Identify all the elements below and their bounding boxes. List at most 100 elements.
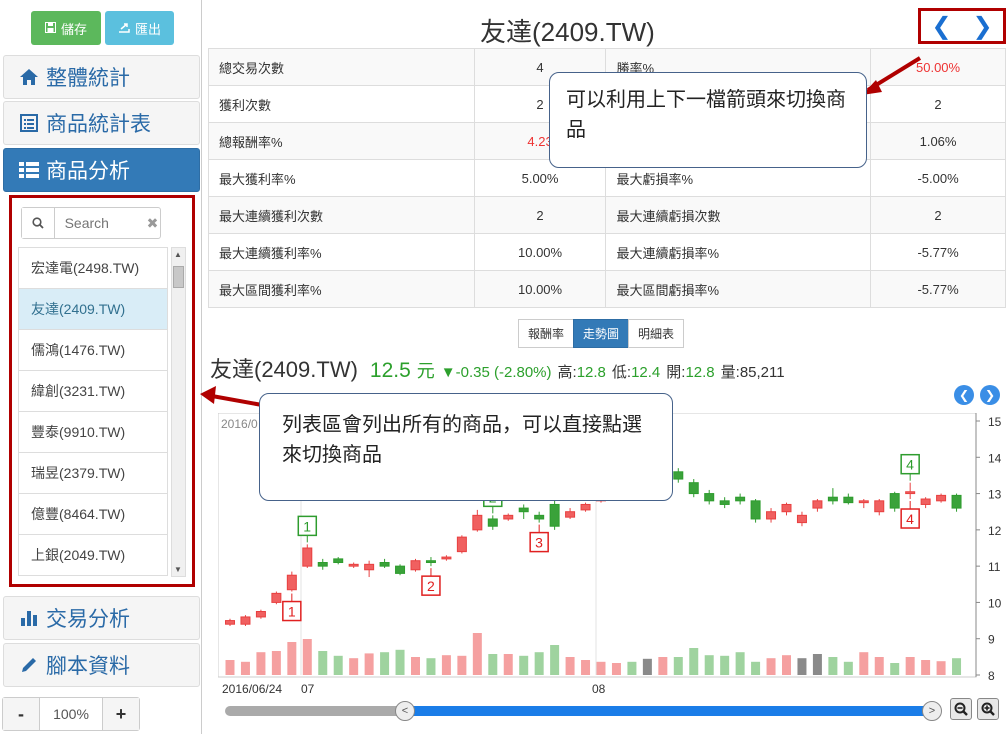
signal-box bbox=[900, 508, 920, 529]
list-item[interactable]: 緯創(3231.TW) bbox=[18, 371, 168, 412]
volume-bar bbox=[271, 651, 281, 675]
zoom-control: - 100% + bbox=[2, 697, 140, 731]
volume-bar bbox=[550, 645, 560, 675]
list-item[interactable]: 億豐(8464.TW) bbox=[18, 494, 168, 535]
candle-body bbox=[487, 518, 498, 527]
candle-body bbox=[225, 620, 235, 625]
menu-product-table[interactable]: 商品統計表 bbox=[3, 101, 200, 145]
menu-product-analysis[interactable]: 商品分析 bbox=[3, 148, 200, 192]
menu-script-data[interactable]: 腳本資料 bbox=[3, 643, 200, 687]
save-button[interactable]: 儲存 bbox=[31, 11, 101, 45]
tab-return[interactable]: 報酬率 bbox=[518, 319, 575, 348]
volume-bar bbox=[472, 633, 482, 675]
candle-body bbox=[456, 536, 467, 553]
list-item[interactable]: 瑞昱(2379.TW) bbox=[18, 453, 168, 494]
stat-label: 最大連續獲利次數 bbox=[208, 196, 475, 234]
signal-box bbox=[297, 515, 318, 537]
candle-body bbox=[843, 496, 854, 504]
slider-track-inactive bbox=[225, 706, 405, 716]
chart-next-icon[interactable]: ❯ bbox=[980, 385, 1000, 405]
candle-body bbox=[673, 471, 684, 480]
stat-label: 總報酬率% bbox=[208, 122, 475, 160]
volume-bar bbox=[611, 663, 621, 675]
list-scrollbar[interactable]: ▲ ▼ bbox=[171, 247, 186, 577]
stat-label: 最大區間獲利率% bbox=[208, 270, 475, 308]
volume-bar bbox=[812, 654, 822, 675]
volume-bar bbox=[441, 655, 451, 675]
candle-body bbox=[518, 507, 529, 513]
menu-trade-analysis[interactable]: 交易分析 bbox=[3, 596, 200, 640]
export-button[interactable]: 匯出 bbox=[105, 11, 174, 45]
list-item[interactable]: 友達(2409.TW) bbox=[18, 289, 168, 330]
candle-body bbox=[750, 500, 761, 520]
list-item[interactable]: 宏達電(2498.TW) bbox=[18, 248, 168, 289]
volume-bar bbox=[395, 649, 405, 675]
candle-body bbox=[302, 547, 313, 567]
candle-body bbox=[936, 494, 947, 502]
tab-detail[interactable]: 明細表 bbox=[628, 319, 685, 348]
volume-bar bbox=[596, 661, 606, 675]
arrow-line bbox=[211, 394, 263, 407]
stats-row: 最大連續獲利次數 2 最大連續虧損次數 2 bbox=[208, 196, 1006, 234]
zoom-out-button[interactable]: - bbox=[3, 698, 39, 730]
volume-bar bbox=[318, 651, 328, 675]
scroll-up-icon[interactable]: ▲ bbox=[174, 250, 182, 259]
home-icon bbox=[18, 68, 40, 86]
stat-value: 50.00% bbox=[870, 48, 1006, 86]
candle-body bbox=[920, 498, 931, 505]
candle-body bbox=[395, 565, 406, 574]
candle-body bbox=[364, 563, 375, 571]
prev-product-icon[interactable]: ❮ bbox=[931, 12, 952, 40]
quote-bar: 友達(2409.TW) 12.5 元 ▼-0.35 (-2.80%) 高:12.… bbox=[210, 352, 785, 384]
slider-track-active bbox=[405, 706, 933, 716]
list-item[interactable]: 儒鴻(1476.TW) bbox=[18, 330, 168, 371]
candle-body bbox=[549, 503, 560, 527]
zoom-in-button[interactable]: + bbox=[103, 698, 139, 730]
next-product-icon[interactable]: ❯ bbox=[972, 12, 993, 40]
candle-body bbox=[688, 482, 699, 495]
candle-body bbox=[317, 562, 328, 567]
volume-bar bbox=[287, 642, 297, 675]
candle-body bbox=[472, 514, 483, 531]
scroll-thumb[interactable] bbox=[173, 266, 184, 288]
slider-left-handle-icon[interactable]: < bbox=[395, 701, 415, 721]
chart-date-label: 2016/0 bbox=[221, 417, 258, 431]
search-box: ✖ bbox=[21, 207, 161, 239]
x-tick-label: 08 bbox=[592, 682, 606, 696]
quote-name: 友達(2409.TW) bbox=[210, 357, 358, 382]
slider-right-handle-icon[interactable]: > bbox=[922, 701, 942, 721]
signal-box bbox=[421, 575, 441, 596]
volume-bar bbox=[766, 658, 776, 675]
quote-change: ▼-0.35 (-2.80%) bbox=[440, 364, 552, 381]
candle-body bbox=[333, 558, 344, 564]
candle-body bbox=[766, 511, 777, 520]
scroll-down-icon[interactable]: ▼ bbox=[174, 565, 182, 574]
volume-bar bbox=[751, 661, 761, 675]
candle-body bbox=[781, 503, 792, 513]
signal-label: 1 bbox=[288, 604, 296, 620]
stat-value: 2 bbox=[870, 85, 1006, 123]
volume-bar bbox=[921, 660, 931, 675]
floppy-icon bbox=[44, 21, 56, 36]
clear-icon[interactable]: ✖ bbox=[146, 214, 159, 231]
list-item[interactable]: 上銀(2049.TW) bbox=[18, 535, 168, 576]
candle-body bbox=[441, 556, 452, 560]
candle-body bbox=[874, 500, 885, 513]
zoom-out-chart-icon[interactable] bbox=[950, 698, 972, 720]
menu-overall-stats[interactable]: 整體統計 bbox=[3, 55, 200, 99]
stat-value: 2 bbox=[473, 196, 607, 234]
stat-label: 最大獲利率% bbox=[208, 159, 475, 197]
y-tick-label: 11 bbox=[988, 560, 1001, 574]
volume-bar bbox=[704, 655, 714, 675]
stat-value: -5.77% bbox=[870, 233, 1006, 271]
list-item[interactable]: 豐泰(9910.TW) bbox=[18, 412, 168, 453]
stats-row: 最大區間獲利率% 10.00% 最大區間虧損率% -5.77% bbox=[208, 270, 1006, 308]
callout-list: 列表區會列出所有的商品，可以直接點選來切換商品 bbox=[259, 393, 673, 501]
range-slider[interactable]: < > bbox=[225, 701, 945, 721]
volume-bar bbox=[256, 652, 266, 675]
chart-prev-icon[interactable]: ❮ bbox=[954, 385, 974, 405]
tab-trend[interactable]: 走勢圖 bbox=[573, 319, 630, 348]
product-list: 宏達電(2498.TW) 友達(2409.TW) 儒鴻(1476.TW) 緯創(323… bbox=[18, 247, 168, 577]
search-input[interactable] bbox=[54, 208, 147, 238]
zoom-in-chart-icon[interactable] bbox=[977, 698, 999, 720]
